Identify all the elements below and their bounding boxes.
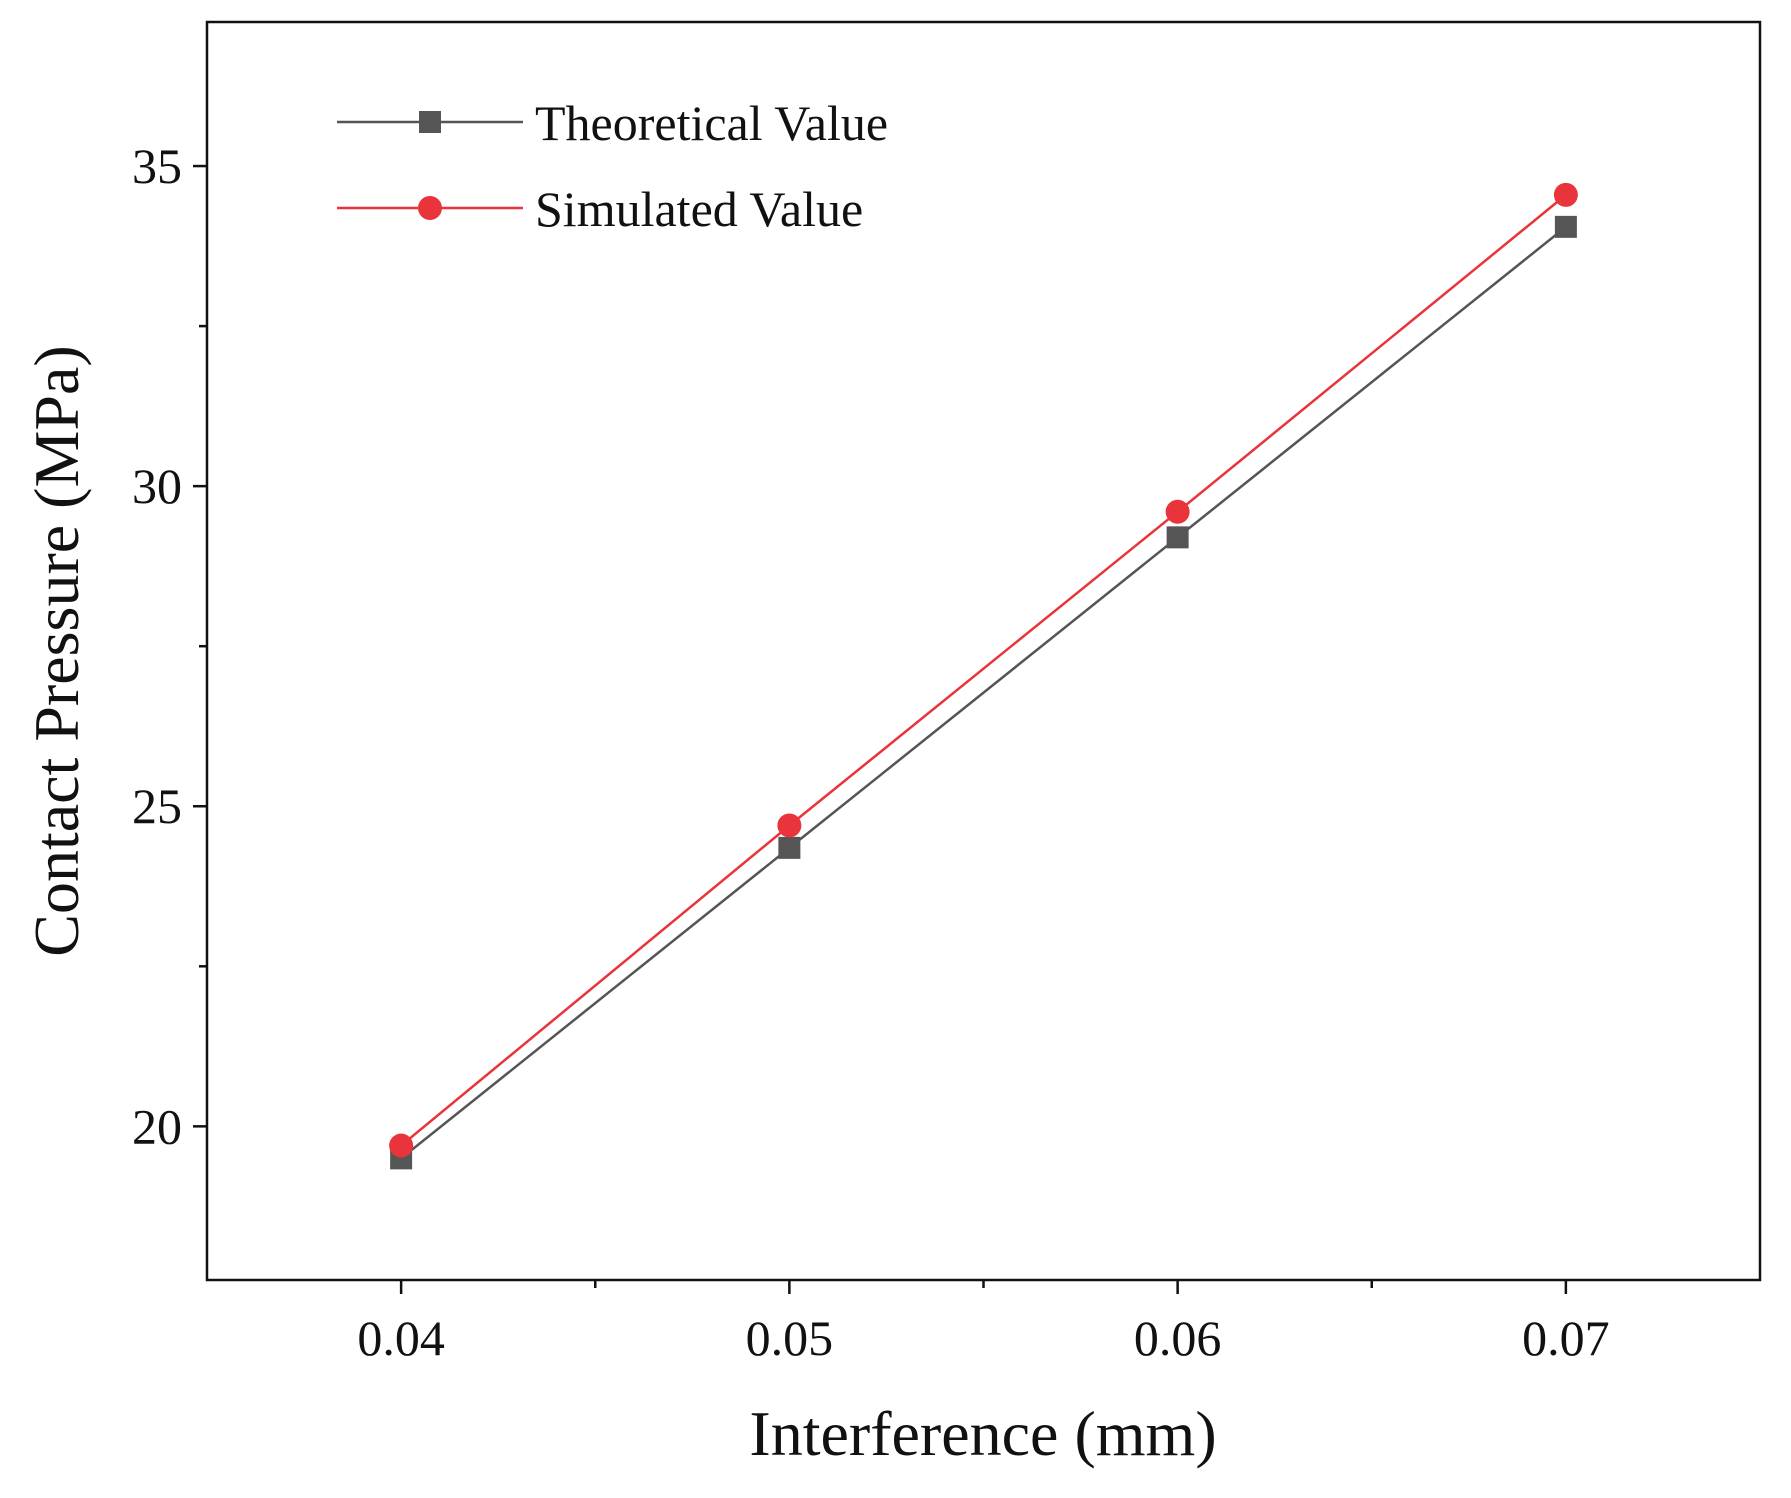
simulated-point bbox=[1165, 499, 1190, 524]
theoretical-point bbox=[778, 836, 801, 859]
x-axis-label: Interference (mm) bbox=[749, 1398, 1216, 1469]
series-line-simulated bbox=[400, 193, 1567, 1147]
y-tick-label: 25 bbox=[132, 778, 182, 834]
y-tick-label: 30 bbox=[132, 458, 182, 514]
y-axis-label: Contact Pressure (MPa) bbox=[21, 345, 92, 956]
x-tick-label: 0.04 bbox=[357, 1310, 445, 1366]
simulated-point bbox=[1553, 182, 1578, 207]
legend-square-marker bbox=[419, 111, 441, 133]
theoretical-point bbox=[1554, 215, 1577, 238]
theoretical-point bbox=[1166, 526, 1189, 549]
legend: Theoretical Value Simulated Value bbox=[337, 95, 888, 237]
series-layer bbox=[389, 182, 1578, 1170]
simulated-point bbox=[777, 813, 802, 838]
legend-label-theoretical: Theoretical Value bbox=[535, 95, 888, 151]
simulated-point bbox=[389, 1133, 414, 1158]
y-tick-label: 35 bbox=[132, 138, 182, 194]
legend-label-simulated: Simulated Value bbox=[535, 181, 863, 237]
legend-circle-marker bbox=[418, 196, 442, 220]
y-axis-ticks: 20 25 30 35 bbox=[132, 138, 207, 1154]
x-axis-ticks: 0.04 0.05 0.06 0.07 bbox=[357, 1280, 1610, 1366]
y-tick-label: 20 bbox=[132, 1098, 182, 1154]
x-tick-label: 0.07 bbox=[1522, 1310, 1610, 1366]
x-tick-label: 0.05 bbox=[746, 1310, 834, 1366]
series-line-theoretical bbox=[400, 225, 1567, 1160]
x-tick-label: 0.06 bbox=[1134, 1310, 1222, 1366]
